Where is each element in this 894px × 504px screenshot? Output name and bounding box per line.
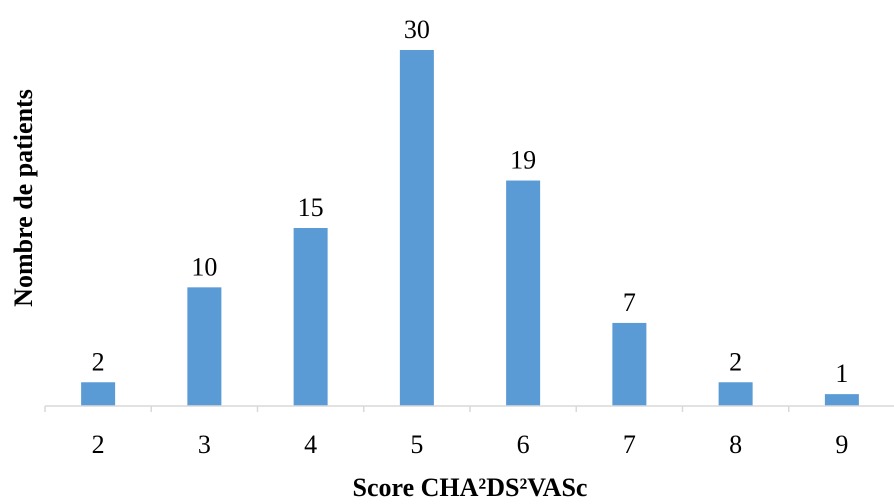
- data-label-score-8: 2: [729, 347, 742, 376]
- x-axis-ticks-group: [44, 406, 790, 412]
- data-label-score-9: 1: [835, 359, 848, 388]
- x-tick-labels-group: 2 3 4 5 6 7 8 9: [92, 430, 849, 459]
- bar-score-5: [399, 50, 434, 406]
- x-axis-title: Score CHA²DS²VASc: [353, 473, 588, 502]
- bar-score-9: [824, 394, 859, 406]
- x-tick-label-2: 2: [92, 430, 105, 459]
- data-label-score-7: 7: [623, 288, 636, 317]
- data-label-score-6: 19: [510, 146, 536, 175]
- data-label-score-2: 2: [92, 347, 105, 376]
- bar-score-4: [293, 228, 328, 406]
- y-axis-title: Nombre de patients: [9, 89, 38, 307]
- bar-score-3: [187, 287, 222, 406]
- bars-group: [81, 50, 859, 406]
- bar-score-7: [612, 322, 647, 406]
- data-label-score-4: 15: [298, 193, 324, 222]
- x-tick-label-3: 3: [198, 430, 211, 459]
- bar-score-6: [506, 180, 541, 406]
- bar-score-8: [718, 382, 753, 406]
- x-tick-label-9: 9: [835, 430, 848, 459]
- data-label-score-3: 10: [191, 252, 217, 281]
- bar-score-2: [81, 382, 116, 406]
- x-tick-label-4: 4: [304, 430, 317, 459]
- x-tick-label-8: 8: [729, 430, 742, 459]
- x-tick-label-6: 6: [517, 430, 530, 459]
- data-labels-group: 2 10 15 30 19 7 2 1: [92, 15, 849, 388]
- x-tick-label-5: 5: [410, 430, 423, 459]
- data-label-score-5: 30: [404, 15, 430, 44]
- x-tick-label-7: 7: [623, 430, 636, 459]
